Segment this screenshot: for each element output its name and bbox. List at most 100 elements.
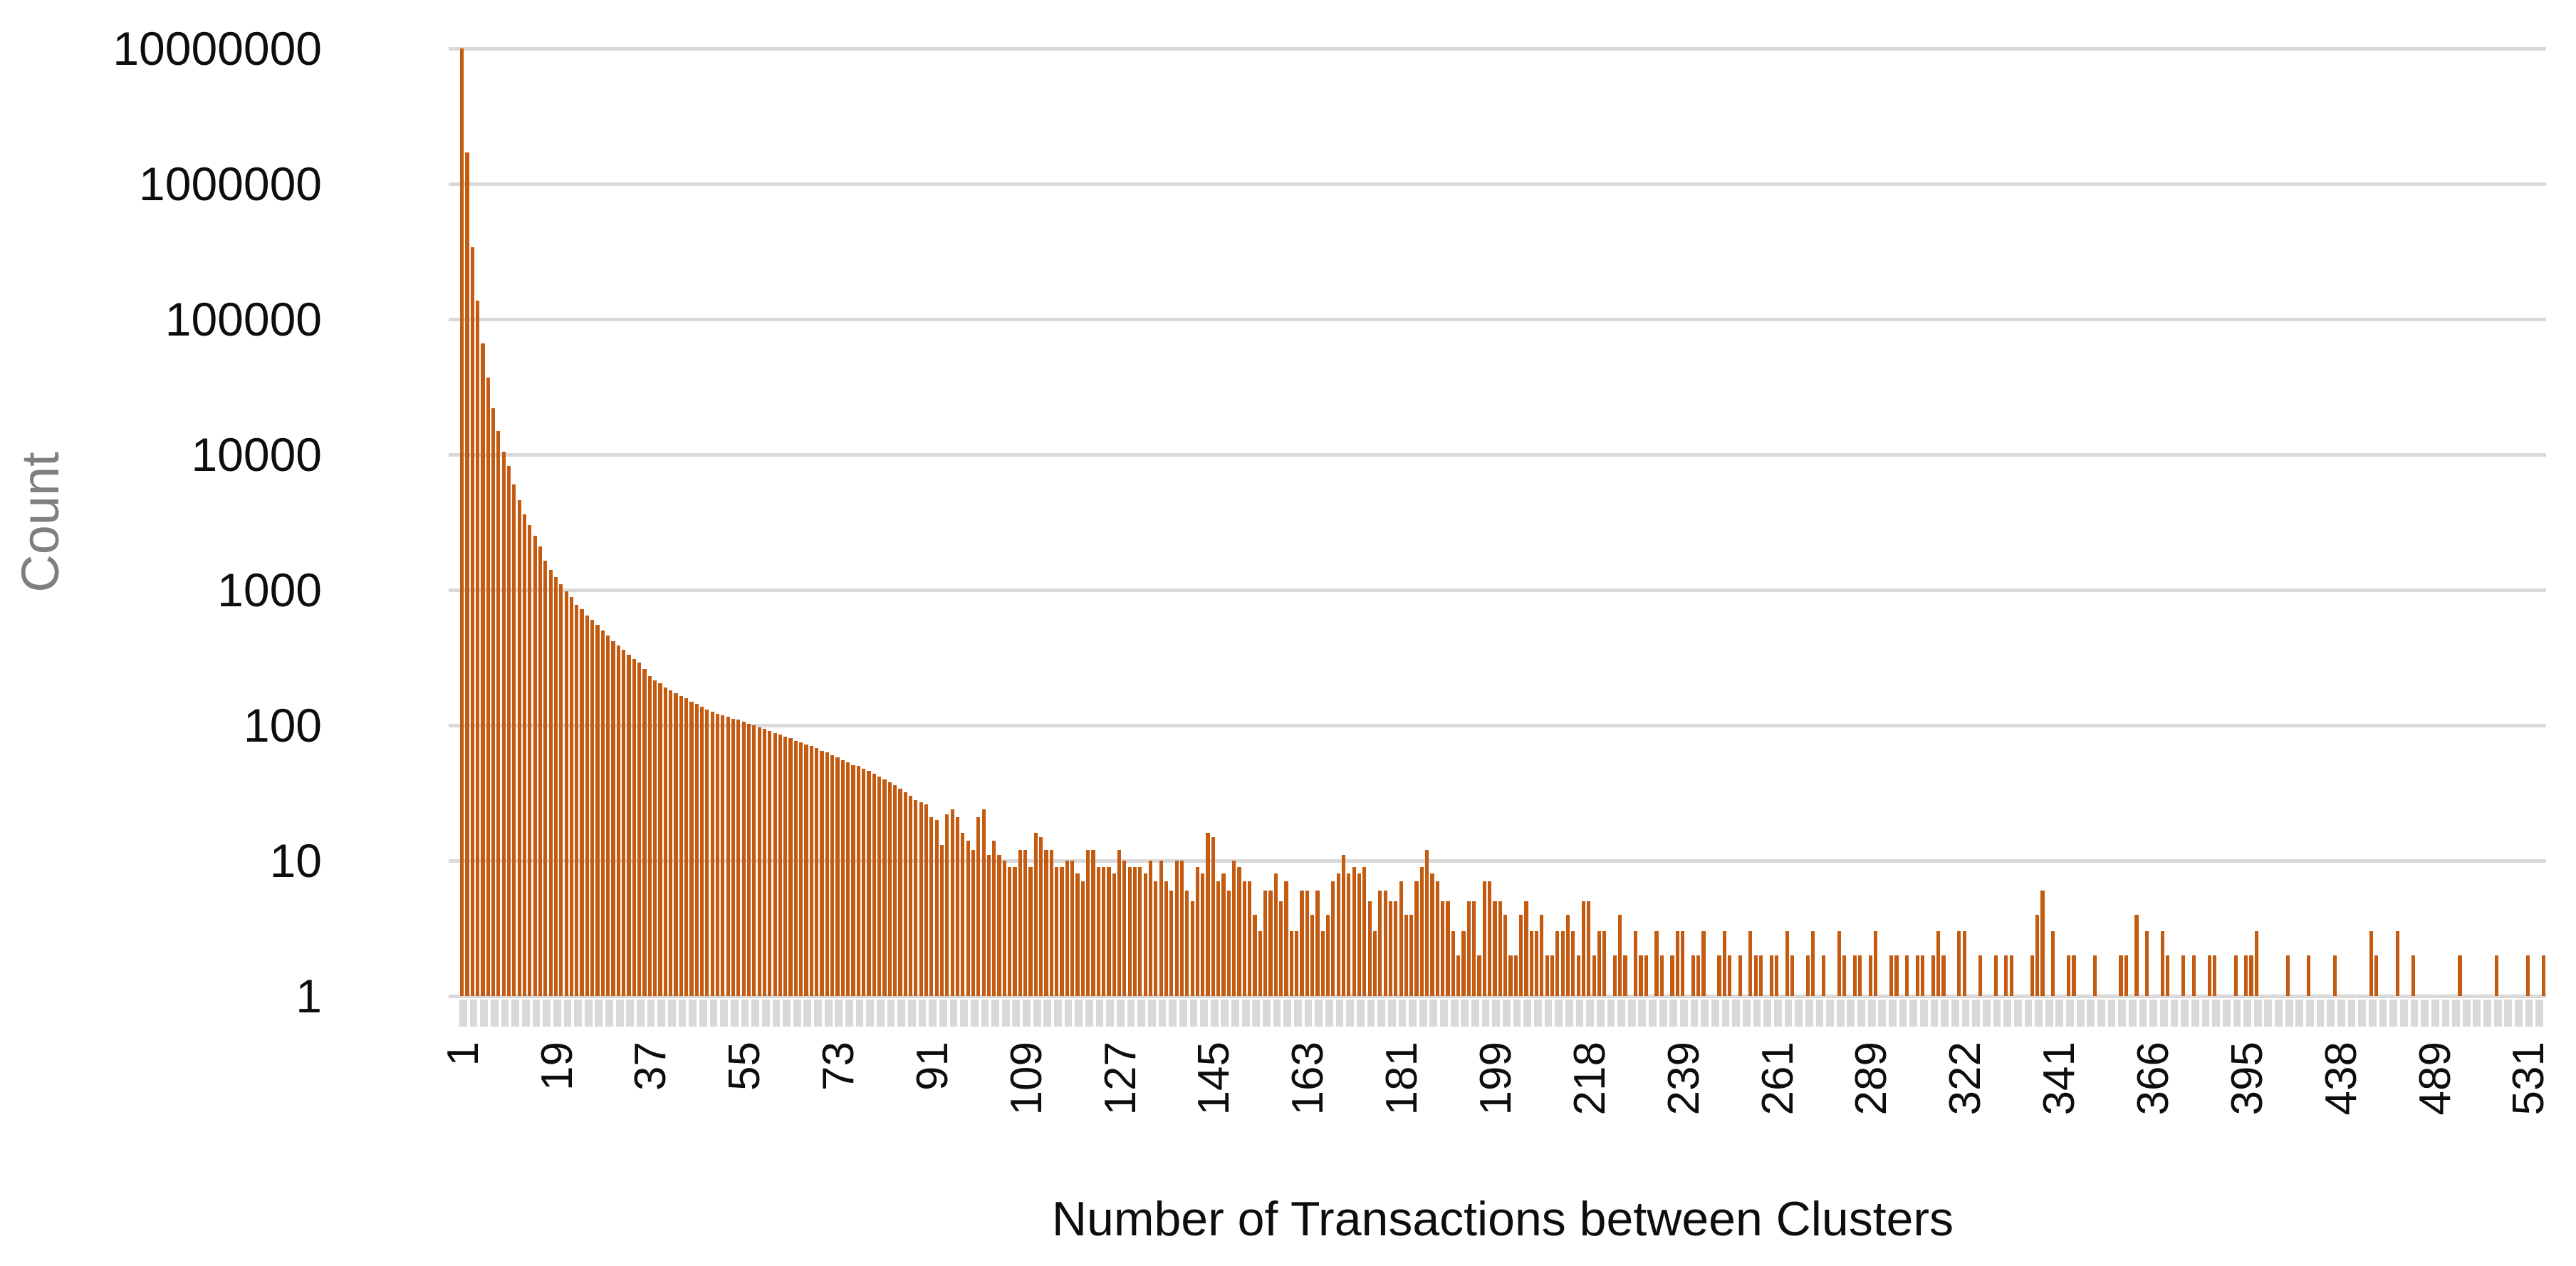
bar xyxy=(1852,955,1857,996)
axis-band-tick xyxy=(2441,1000,2450,1027)
axis-band-tick xyxy=(1335,1000,1344,1027)
bar xyxy=(1179,861,1184,996)
bar xyxy=(1112,873,1116,996)
bar xyxy=(1159,861,1163,996)
axis-band-tick xyxy=(907,1000,916,1027)
axis-band-tick xyxy=(647,1000,655,1027)
bar xyxy=(600,631,605,996)
bar xyxy=(2233,955,2238,996)
bar xyxy=(835,757,840,996)
bar xyxy=(851,765,855,996)
axis-band-tick xyxy=(970,1000,979,1027)
bar xyxy=(1362,867,1367,996)
axis-band-tick xyxy=(1116,1000,1125,1027)
bar xyxy=(1430,873,1434,996)
bar xyxy=(1320,931,1325,996)
bar xyxy=(1811,931,1815,996)
bar xyxy=(517,500,521,996)
axis-band-tick xyxy=(1711,1000,1719,1027)
bar xyxy=(1498,901,1502,996)
bar xyxy=(856,766,860,996)
axis-band-tick xyxy=(2076,1000,2085,1027)
axis-band-tick xyxy=(2379,1000,2387,1027)
bar xyxy=(679,696,683,996)
y-axis-tick-label: 10 xyxy=(269,834,322,887)
gridline xyxy=(449,453,2546,457)
axis-band-tick xyxy=(1544,1000,1553,1027)
axis-band-tick xyxy=(2421,1000,2429,1027)
bar xyxy=(2541,955,2545,996)
axis-band-tick xyxy=(1815,1000,1824,1027)
axis-band-tick xyxy=(2191,1000,2199,1027)
axis-band-tick xyxy=(2045,1000,2053,1027)
bar xyxy=(2307,955,2311,996)
bar xyxy=(622,650,626,996)
bar xyxy=(2369,931,2374,996)
axis-band-tick xyxy=(1878,1000,1887,1027)
axis-band-tick xyxy=(1158,1000,1167,1027)
axis-band-tick xyxy=(1387,1000,1396,1027)
axis-band-tick xyxy=(2410,1000,2419,1027)
axis-band-tick xyxy=(584,1000,593,1027)
bar xyxy=(1195,867,1200,996)
axis-band-tick xyxy=(1346,1000,1354,1027)
bar xyxy=(1587,901,1591,996)
bar xyxy=(1033,833,1038,996)
axis-band-tick xyxy=(480,1000,489,1027)
bar xyxy=(971,850,976,996)
bar xyxy=(1347,873,1351,996)
axis-band-tick xyxy=(2107,1000,2116,1027)
bar xyxy=(1279,901,1283,996)
bar xyxy=(1842,955,1847,996)
y-axis-tick-label: 10000 xyxy=(191,428,322,481)
bar xyxy=(1701,931,1706,996)
axis-band-tick xyxy=(1607,1000,1615,1027)
bar xyxy=(642,669,647,996)
axis-band-tick xyxy=(1023,1000,1031,1027)
axis-band-tick xyxy=(2452,1000,2460,1027)
bar xyxy=(1675,931,1679,996)
axis-band-tick xyxy=(2368,1000,2377,1027)
bar xyxy=(1065,861,1069,996)
axis-band-tick xyxy=(1753,1000,1761,1027)
bar xyxy=(715,714,720,996)
bar xyxy=(1101,867,1106,996)
bar xyxy=(1681,931,1685,996)
axis-band-tick xyxy=(845,1000,853,1027)
axis-band-tick xyxy=(929,1000,937,1027)
bar xyxy=(919,802,923,996)
bar xyxy=(882,779,887,996)
axis-band-tick xyxy=(1471,1000,1479,1027)
bar xyxy=(1117,850,1122,996)
bar xyxy=(1769,955,1773,996)
axis-band-tick xyxy=(459,1000,467,1027)
bar xyxy=(1889,955,1894,996)
bar xyxy=(1722,931,1726,996)
bar xyxy=(1383,891,1387,996)
axis-band-tick xyxy=(1492,1000,1501,1027)
bar xyxy=(961,833,965,996)
bar xyxy=(1644,955,1648,996)
bar xyxy=(2374,955,2379,996)
bar xyxy=(1592,955,1596,996)
axis-band-tick xyxy=(2243,1000,2251,1027)
bar xyxy=(553,577,558,996)
bar xyxy=(2395,931,2399,996)
gridline xyxy=(449,47,2546,51)
bar xyxy=(632,659,636,996)
bar xyxy=(1488,881,1492,996)
bar xyxy=(2166,955,2170,996)
axis-band-tick xyxy=(1210,1000,1219,1027)
axis-band-tick xyxy=(1690,1000,1699,1027)
bar xyxy=(1388,901,1393,996)
bar xyxy=(2207,955,2212,996)
axis-band-tick xyxy=(1972,1000,1980,1027)
axis-band-tick xyxy=(1961,1000,1970,1027)
bar xyxy=(1002,861,1007,996)
axis-band-tick xyxy=(1889,1000,1897,1027)
bar xyxy=(2134,915,2139,996)
bar xyxy=(1013,867,1017,996)
bar xyxy=(1524,901,1528,996)
bar xyxy=(1091,850,1095,996)
axis-band-tick xyxy=(553,1000,561,1027)
